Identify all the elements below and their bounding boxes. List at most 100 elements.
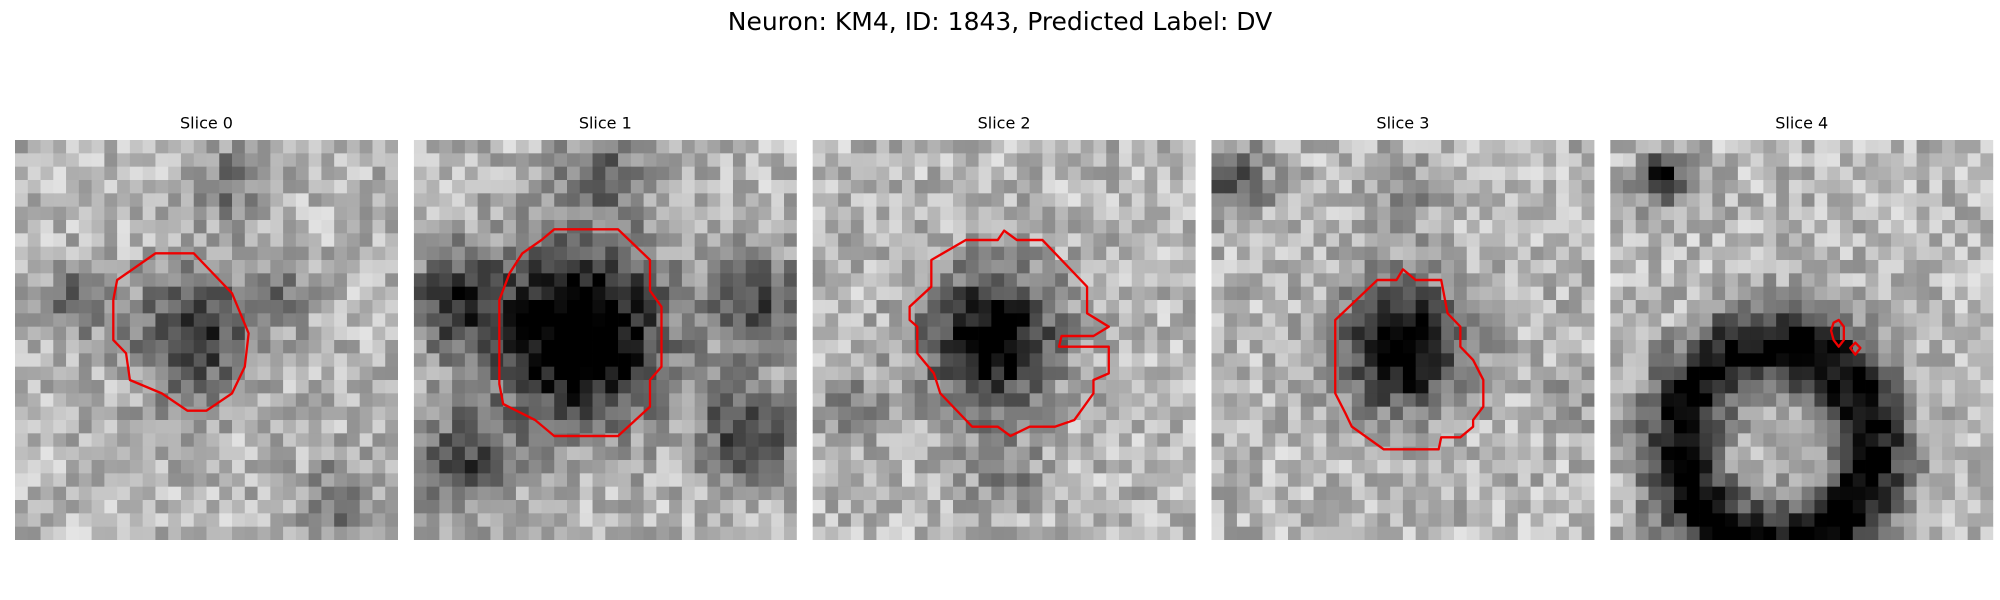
pixel [1750,406,1764,421]
pixel [1967,153,1981,168]
pixel [1505,193,1519,208]
panel-title: Slice 0 [180,114,233,133]
pixel [1236,140,1251,154]
pixel [439,366,453,381]
pixel [1093,206,1107,221]
pixel [876,460,890,474]
pixel [1428,260,1442,274]
pixel [732,380,747,394]
pixel [1441,420,1455,434]
pixel [784,286,797,301]
pixel [889,446,903,461]
pixel [618,246,632,261]
pixel [669,233,683,248]
pixel [850,206,865,221]
pixel [346,380,361,394]
pixel [1686,500,1700,514]
pixel [334,460,348,474]
pixel [117,406,131,421]
pixel [567,460,581,474]
pixel [426,526,440,540]
pixel [1942,366,1956,381]
pixel [1505,153,1519,168]
pixel [439,513,453,528]
pixel [206,473,220,488]
pixel [168,473,182,488]
pixel [758,513,772,528]
pixel [104,473,118,488]
pixel [321,500,335,514]
pixel [1788,153,1803,168]
pixel [1441,513,1455,528]
pixel [1543,313,1557,328]
pixel [927,486,941,501]
pixel [825,500,839,514]
pixel [1211,500,1225,514]
pixel [758,393,772,408]
pixel [244,486,258,501]
pixel [270,420,284,434]
pixel [1725,353,1739,368]
pixel [66,206,80,221]
pixel [232,500,246,514]
pixel [439,180,453,194]
pixel [1055,473,1069,488]
pixel [1144,206,1158,221]
pixel [1788,300,1803,314]
pixel [334,353,348,368]
pixel [413,526,427,540]
pixel [1326,273,1340,288]
pixel [1492,193,1506,208]
pixel [901,526,916,540]
pixel [1119,353,1133,368]
pixel [1929,286,1943,301]
pixel [1661,286,1675,301]
pixel [1505,513,1519,528]
pixel [1364,166,1378,181]
pixel [206,246,220,261]
pixel [346,353,361,368]
pixel [914,446,928,461]
pixel [1055,486,1069,501]
pixel [1144,446,1158,461]
pixel [1055,180,1069,194]
pixel [1224,353,1238,368]
pixel [1776,166,1790,181]
pixel [66,473,80,488]
pixel [1648,420,1662,434]
pixel [618,393,632,408]
pixel [1131,193,1145,208]
pixel [1157,353,1171,368]
pixel [515,326,530,341]
pixel [940,380,954,394]
pixel [503,473,517,488]
pixel [618,433,632,448]
pixel [579,446,593,461]
pixel [1224,166,1238,181]
pixel [630,286,644,301]
pixel [1492,153,1506,168]
pixel [385,313,398,328]
pixel [541,486,555,501]
pixel [117,300,131,314]
pixel [1249,473,1263,488]
pixel [490,473,504,488]
pixel [1967,500,1981,514]
pixel [1878,513,1892,528]
pixel [244,500,258,514]
pixel [592,353,606,368]
pixel [1776,260,1790,274]
pixel [1262,353,1276,368]
pixel [592,420,606,434]
pixel [758,446,772,461]
pixel [1581,153,1595,168]
pixel [91,260,105,274]
pixel [1878,206,1892,221]
pixel [477,526,491,540]
pixel [940,500,954,514]
pixel [1131,433,1145,448]
pixel [270,233,284,248]
pixel [940,406,954,421]
pixel [1170,273,1184,288]
pixel [1814,233,1828,248]
